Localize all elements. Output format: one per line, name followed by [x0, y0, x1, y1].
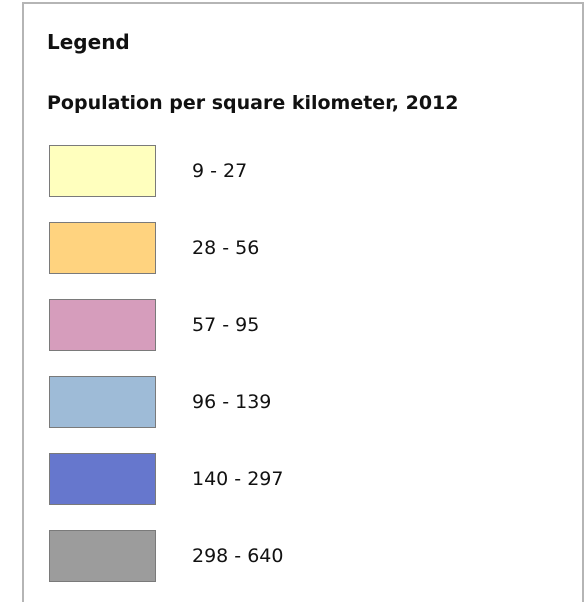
legend-swatch [49, 376, 156, 428]
legend-label: 9 - 27 [192, 160, 248, 182]
legend-subtitle: Population per square kilometer, 2012 [47, 92, 459, 114]
legend-swatch [49, 299, 156, 351]
legend-swatch [49, 145, 156, 197]
legend-title: Legend [47, 30, 130, 54]
legend-label: 57 - 95 [192, 314, 260, 336]
legend-swatch [49, 530, 156, 582]
legend-label: 298 - 640 [192, 545, 284, 567]
legend-swatch [49, 222, 156, 274]
legend-label: 28 - 56 [192, 237, 260, 259]
legend-frame [22, 2, 584, 602]
legend-swatch [49, 453, 156, 505]
legend-label: 96 - 139 [192, 391, 272, 413]
legend-label: 140 - 297 [192, 468, 284, 490]
